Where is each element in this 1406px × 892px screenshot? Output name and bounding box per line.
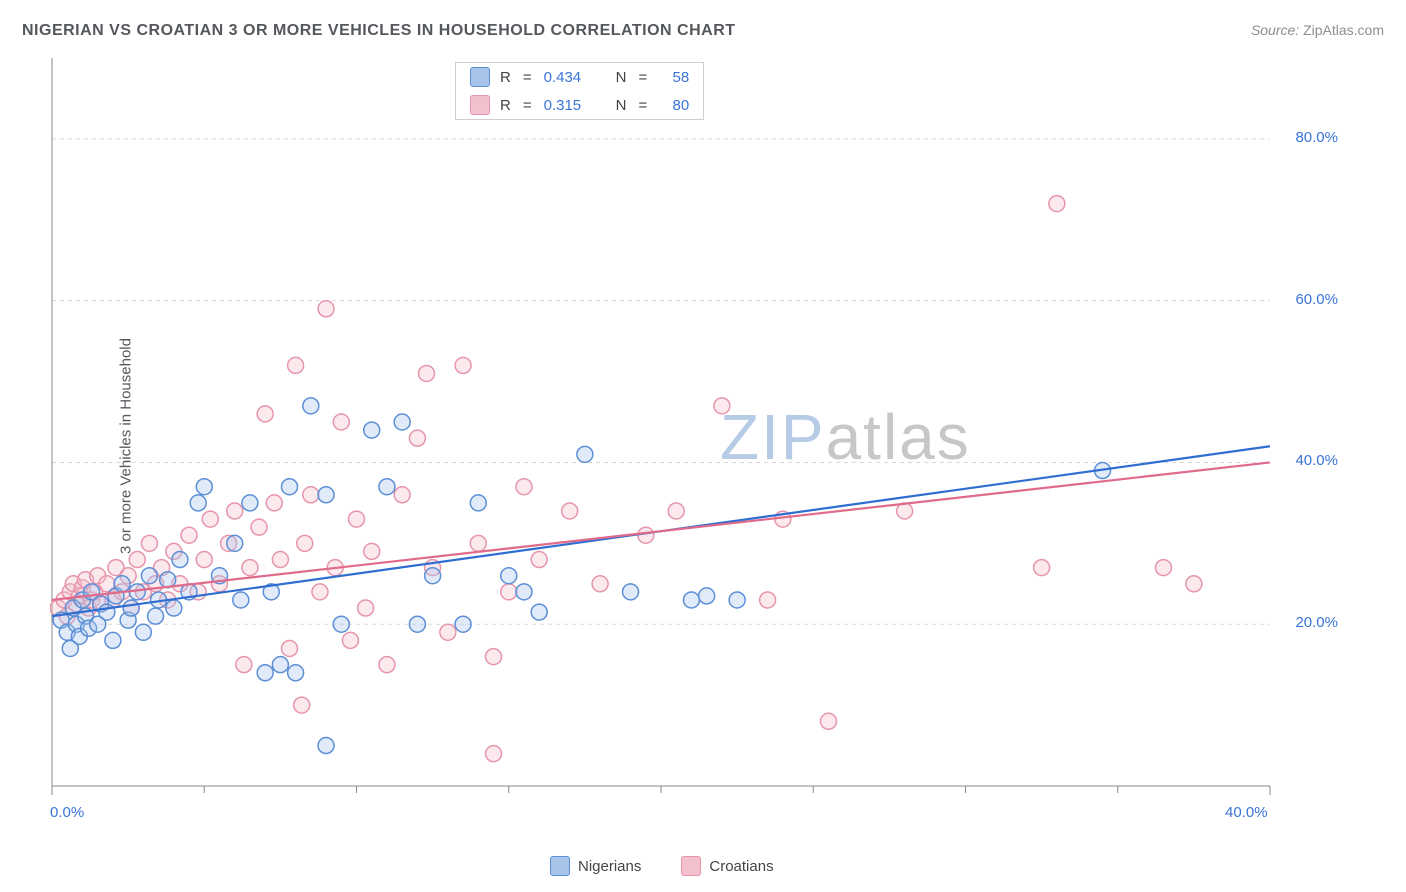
scatter-chart <box>50 56 1340 816</box>
legend-n-value: 58 <box>659 69 689 86</box>
legend-swatch <box>470 95 490 115</box>
legend-swatch <box>470 67 490 87</box>
y-tick-label: 60.0% <box>1295 291 1338 308</box>
legend-series-item: Croatians <box>681 856 773 876</box>
legend-correlation-row: R=0.315N=80 <box>456 91 703 119</box>
legend-series-item: Nigerians <box>550 856 641 876</box>
legend-r-label: R <box>500 69 511 86</box>
legend-swatch <box>681 856 701 876</box>
legend-series-name: Nigerians <box>578 858 641 875</box>
plot-area: 20.0%40.0%60.0%80.0%0.0%40.0% <box>50 56 1340 816</box>
legend-r-label: R <box>500 97 511 114</box>
legend-series-name: Croatians <box>709 858 773 875</box>
y-tick-label: 20.0% <box>1295 614 1338 631</box>
chart-title: NIGERIAN VS CROATIAN 3 OR MORE VEHICLES … <box>22 22 736 40</box>
series-legend: Nigerians Croatians <box>550 856 774 876</box>
x-tick-label: 0.0% <box>50 804 84 821</box>
y-tick-label: 40.0% <box>1295 452 1338 469</box>
legend-n-value: 80 <box>659 97 689 114</box>
legend-correlation-row: R=0.434N=58 <box>456 63 703 91</box>
x-tick-label: 40.0% <box>1225 804 1268 821</box>
correlation-legend: R=0.434N=58R=0.315N=80 <box>455 62 704 120</box>
y-tick-label: 80.0% <box>1295 129 1338 146</box>
legend-n-label: N <box>616 97 627 114</box>
source-attribution: Source: ZipAtlas.com <box>1251 22 1384 38</box>
legend-r-value: 0.434 <box>544 69 596 86</box>
legend-swatch <box>550 856 570 876</box>
source-label: Source: <box>1251 22 1299 38</box>
legend-r-value: 0.315 <box>544 97 596 114</box>
source-value: ZipAtlas.com <box>1303 22 1384 38</box>
legend-n-label: N <box>616 69 627 86</box>
